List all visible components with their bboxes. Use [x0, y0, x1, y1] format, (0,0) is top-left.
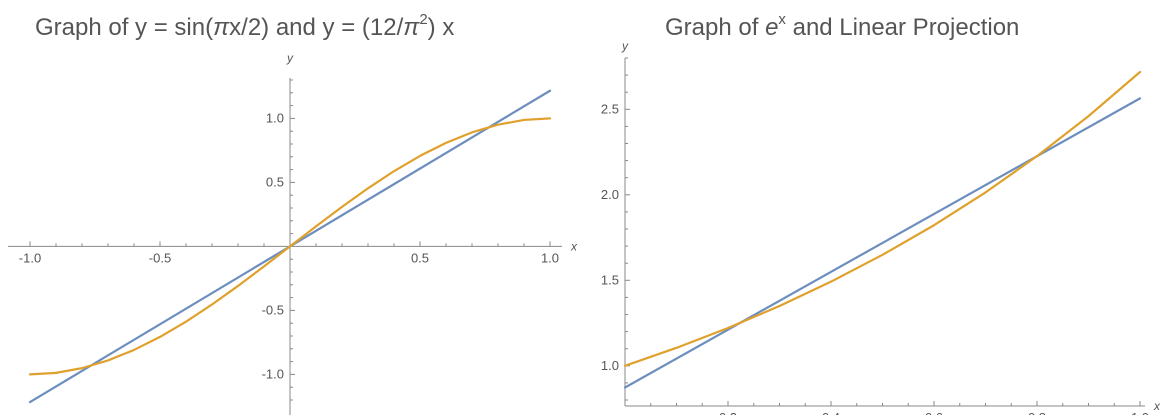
title-text: x/2) and y = (12/	[229, 14, 404, 41]
chart-title: Graph of y = sin(πx/2) and y = (12/π2) x	[35, 11, 455, 42]
y-tick-label: 2.5	[601, 101, 619, 116]
chart-title: Graph of ex and Linear Projection	[665, 11, 1020, 42]
x-tick-label: 1.0	[541, 250, 559, 265]
series-line-curve	[623, 70, 1142, 367]
title-exponent: x	[778, 11, 786, 28]
x-tick-label: -1.0	[19, 250, 41, 265]
y-tick-label: 1.5	[601, 272, 619, 287]
x-tick-label: 0.5	[411, 250, 429, 265]
y-tick-label: 1.0	[601, 358, 619, 373]
title-text: Graph of y = sin(	[35, 14, 214, 41]
x-tick-label: 0.2	[719, 410, 737, 415]
title-e: e	[765, 14, 779, 41]
title-pi: π	[213, 14, 230, 41]
series-line-linear	[623, 97, 1142, 389]
title-text: Graph of	[665, 14, 766, 41]
title-text: and Linear Projection	[785, 14, 1020, 41]
x-tick-label: 1.0	[1131, 410, 1149, 415]
x-tick-label: 0.6	[925, 410, 943, 415]
chart-exp-panel: Graph of ex and Linear Projection 0.20.4…	[585, 0, 1175, 415]
y-axis-label: y	[621, 39, 629, 53]
y-axis-label: y	[286, 51, 294, 65]
x-tick-label: 0.4	[822, 410, 840, 415]
y-tick-label: -1.0	[262, 366, 284, 381]
sine-plot: -1.0 -0.5 0.5 1.0 -1.0 -0.5 0.5 1.0 x y	[8, 51, 578, 415]
title-pi: π	[403, 14, 420, 41]
x-tick-label: 0.8	[1028, 410, 1046, 415]
title-text: ) x	[427, 14, 455, 41]
x-axis-label: x	[570, 239, 578, 253]
y-tick-label: -0.5	[262, 302, 284, 317]
series-line-curve	[28, 117, 552, 376]
y-tick-label: 0.5	[266, 174, 284, 189]
title-exponent: 2	[419, 11, 428, 28]
x-axis-label: x	[1153, 399, 1161, 413]
exp-plot: 0.2 0.4 0.6 0.8 1.0 1.0 1.5 2.0 2.5 x y	[601, 39, 1161, 415]
x-tick-label: -0.5	[149, 250, 171, 265]
chart-sine-panel: Graph of y = sin(πx/2) and y = (12/π2) x…	[0, 0, 580, 415]
y-tick-label: 2.0	[601, 187, 619, 202]
y-tick-label: 1.0	[266, 110, 284, 125]
